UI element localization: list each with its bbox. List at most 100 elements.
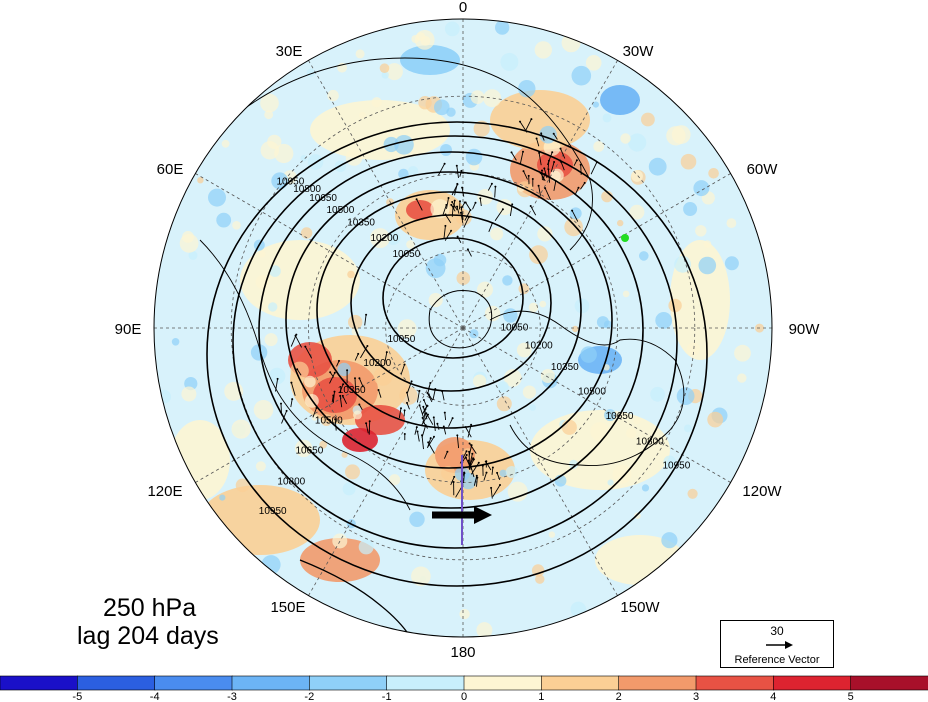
anomaly-speckle bbox=[564, 217, 583, 237]
wind-vector bbox=[456, 435, 460, 449]
wind-vector-head bbox=[467, 216, 470, 219]
anomaly-speckle bbox=[666, 126, 686, 146]
wind-vector-head bbox=[432, 416, 435, 419]
wind-vector bbox=[490, 487, 493, 499]
wind-vector-head bbox=[304, 345, 307, 348]
anomaly-speckle bbox=[232, 221, 241, 230]
anomaly-speckle bbox=[373, 366, 393, 386]
wind-vector-head bbox=[342, 383, 345, 386]
anomaly-speckle bbox=[641, 484, 650, 492]
anomaly-speckle bbox=[320, 414, 333, 426]
wind-vector-head bbox=[468, 442, 471, 445]
anomaly-speckle bbox=[434, 99, 450, 116]
wind-vector-head bbox=[540, 132, 543, 135]
latitude-circle bbox=[230, 95, 696, 561]
lon-label-60e: 60E bbox=[157, 161, 184, 178]
anomaly-speckle bbox=[219, 494, 226, 501]
wind-vector bbox=[312, 407, 317, 418]
reference-arrow-icon bbox=[766, 641, 793, 649]
wind-vector bbox=[444, 230, 452, 241]
wind-vector bbox=[443, 426, 447, 435]
wind-vector-head bbox=[471, 452, 474, 455]
wind-vector bbox=[525, 118, 532, 131]
anomaly-speckle bbox=[522, 385, 537, 399]
contour-label: 10650 bbox=[309, 193, 337, 204]
anomaly-speckle bbox=[300, 227, 313, 239]
colorbar-tick-label: 4 bbox=[770, 691, 776, 702]
wind-vector-head bbox=[465, 450, 468, 453]
anomaly-speckle bbox=[221, 139, 230, 148]
wind-vector-head bbox=[571, 209, 574, 212]
wind-vector-head bbox=[357, 352, 360, 355]
wind-vector bbox=[540, 172, 546, 182]
anomaly-speckle bbox=[271, 172, 289, 190]
wind-vector bbox=[416, 390, 420, 403]
wind-vector-head bbox=[443, 162, 446, 165]
wind-vector bbox=[467, 424, 472, 438]
anomaly-speckle bbox=[734, 344, 751, 362]
wind-vector-head bbox=[479, 197, 482, 200]
wind-vector-head bbox=[451, 201, 454, 203]
wind-vector bbox=[417, 431, 420, 442]
colorbar-tick-label: 2 bbox=[616, 691, 622, 702]
wind-vector bbox=[469, 463, 475, 478]
wind-vector-head bbox=[341, 394, 344, 397]
anomaly-speckle bbox=[255, 461, 266, 472]
anomaly-speckle bbox=[459, 608, 470, 620]
anomaly-speckle bbox=[737, 373, 747, 383]
wind-vector bbox=[460, 207, 464, 220]
wind-vector bbox=[364, 314, 367, 326]
anomaly-speckle bbox=[473, 374, 487, 388]
wind-vector bbox=[290, 399, 293, 408]
wind-vector-head bbox=[575, 159, 578, 162]
wind-vector-head bbox=[499, 484, 501, 486]
lon-label-120w: 120W bbox=[742, 483, 782, 500]
contour-label: 10350 bbox=[551, 362, 579, 373]
anomaly-speckle bbox=[495, 20, 510, 35]
colorbar-swatch bbox=[618, 675, 697, 691]
wind-vector bbox=[538, 185, 541, 196]
anomaly-speckle bbox=[188, 250, 198, 260]
lon-label-60w: 60W bbox=[747, 161, 779, 178]
lon-label-30e: 30E bbox=[276, 43, 303, 60]
wind-vector bbox=[358, 378, 364, 388]
anomaly-speckle bbox=[345, 149, 363, 166]
wind-vector-head bbox=[403, 409, 406, 412]
wind-vector bbox=[290, 382, 296, 396]
anomaly-speckle bbox=[686, 342, 700, 356]
wind-vector-head bbox=[541, 169, 543, 172]
wind-vector-head bbox=[537, 184, 540, 187]
anomaly-speckle bbox=[274, 143, 294, 164]
wind-vector-head bbox=[459, 211, 462, 214]
anomaly-speckle bbox=[341, 451, 348, 458]
anomaly-speckle bbox=[695, 225, 707, 237]
contour-label: 10050 bbox=[500, 322, 528, 333]
wind-vector bbox=[360, 345, 368, 359]
wind-vector bbox=[304, 346, 313, 359]
wind-vector-head bbox=[494, 185, 497, 188]
anomaly-speckle bbox=[703, 240, 712, 248]
anomaly-speckle bbox=[409, 511, 425, 527]
contour-label: 10350 bbox=[347, 218, 375, 229]
wind-vector-head bbox=[436, 422, 439, 425]
contour-label: 10500 bbox=[315, 416, 343, 427]
contour-10650 bbox=[258, 151, 644, 509]
wind-vector bbox=[339, 395, 343, 408]
wind-vector bbox=[384, 352, 388, 365]
wind-vector-head bbox=[329, 371, 332, 374]
wind-vector-head bbox=[446, 450, 449, 453]
anomaly-speckle bbox=[300, 155, 307, 162]
wind-vector bbox=[560, 148, 566, 159]
wind-vector-head bbox=[456, 434, 459, 437]
anomaly-speckle bbox=[596, 316, 609, 329]
wind-vector bbox=[422, 405, 428, 415]
anomaly-speckle bbox=[353, 410, 362, 420]
colorbar-tick-label: 3 bbox=[693, 691, 699, 702]
wind-vector bbox=[560, 161, 565, 171]
wind-vector-head bbox=[358, 377, 361, 380]
wind-vector bbox=[479, 198, 482, 207]
anomaly-speckle bbox=[216, 212, 232, 228]
wind-vector-head bbox=[511, 203, 514, 206]
wind-vector bbox=[476, 477, 478, 487]
wind-vector-head bbox=[577, 186, 580, 189]
